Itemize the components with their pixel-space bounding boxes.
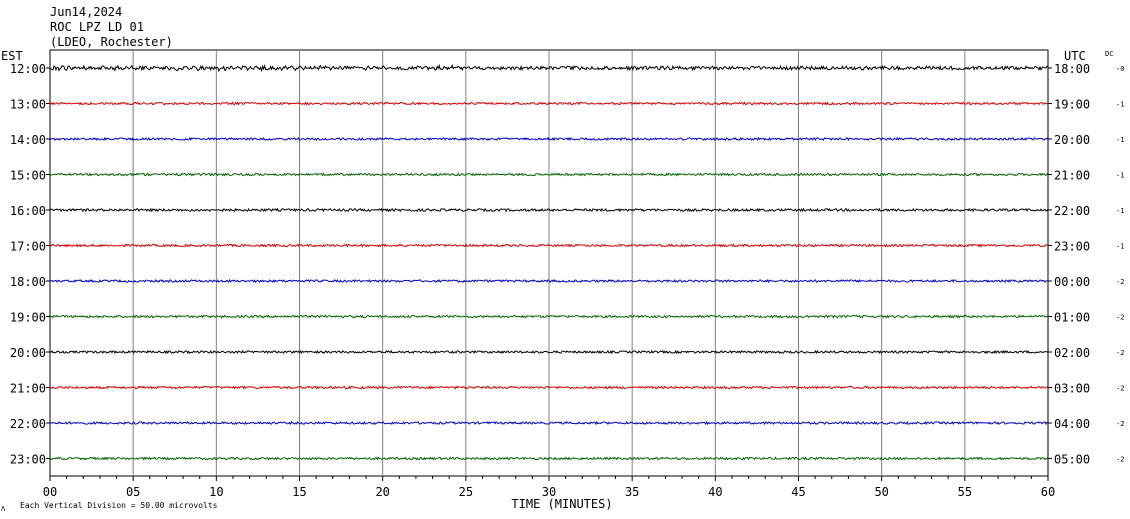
trace-9 (49, 385, 1049, 390)
trace-5 (49, 243, 1049, 248)
right-time-label-9: 03:00 (1054, 382, 1090, 396)
left-time-label-5: 17:00 (10, 240, 46, 254)
left-time-label-7: 19:00 (10, 311, 46, 325)
trace-10 (49, 420, 1049, 426)
x-tick-label-50: 50 (874, 485, 888, 499)
dc-value-3: -1 (1116, 172, 1124, 180)
x-tick-label-40: 40 (708, 485, 722, 499)
left-time-label-9: 21:00 (10, 382, 46, 396)
left-time-label-0: 12:00 (10, 62, 46, 76)
x-tick-label-00: 00 (43, 485, 57, 499)
dc-value-2: -1 (1116, 136, 1124, 144)
right-time-label-2: 20:00 (1054, 133, 1090, 147)
dc-value-7: -2 (1116, 314, 1124, 322)
right-time-label-8: 02:00 (1054, 346, 1090, 360)
right-time-label-11: 05:00 (1054, 453, 1090, 467)
right-time-label-0: 18:00 (1054, 62, 1090, 76)
trace-8 (49, 349, 1049, 355)
x-tick-label-60: 60 (1041, 485, 1055, 499)
x-tick-label-20: 20 (375, 485, 389, 499)
header-date: Jun14,2024 (50, 5, 122, 19)
right-time-label-7: 01:00 (1054, 311, 1090, 325)
x-tick-label-25: 25 (459, 485, 473, 499)
dc-label: DC (1105, 50, 1113, 58)
trace-2 (49, 136, 1049, 142)
dc-value-10: -2 (1116, 420, 1124, 428)
grid-lines (132, 50, 966, 476)
header-station: ROC LPZ LD 01 (50, 20, 144, 34)
header-location: (LDEO, Rochester) (50, 35, 173, 49)
trace-0 (49, 63, 1049, 73)
left-time-label-10: 22:00 (10, 417, 46, 431)
dc-value-6: -2 (1116, 278, 1124, 286)
left-time-label-6: 18:00 (10, 275, 46, 289)
right-time-label-5: 23:00 (1054, 240, 1090, 254)
right-time-label-4: 22:00 (1054, 204, 1090, 218)
x-axis-label: TIME (MINUTES) (511, 497, 612, 511)
dc-value-9: -2 (1116, 385, 1124, 393)
scale-mark: Λ (1, 505, 6, 513)
left-time-label-8: 20:00 (10, 346, 46, 360)
dc-value-8: -2 (1116, 349, 1124, 357)
x-tick-label-30: 30 (542, 485, 556, 499)
x-tick-label-15: 15 (292, 485, 306, 499)
dc-value-0: -0 (1116, 65, 1124, 73)
trace-3 (49, 172, 1049, 177)
right-time-label-6: 00:00 (1054, 275, 1090, 289)
x-ticks: 00 05 10 15 20 25 30 35 40 45 50 55 60 (43, 476, 1055, 499)
x-tick-label-45: 45 (791, 485, 805, 499)
x-tick-label-10: 10 (209, 485, 223, 499)
dc-value-11: -2 (1116, 456, 1124, 464)
trace-4 (49, 207, 1049, 213)
right-time-label-1: 19:00 (1054, 98, 1090, 112)
trace-6 (49, 278, 1049, 284)
left-time-label-4: 16:00 (10, 204, 46, 218)
left-time-label-3: 15:00 (10, 169, 46, 183)
dc-value-4: -1 (1116, 207, 1124, 215)
right-zone-label: UTC (1064, 49, 1086, 63)
x-tick-label-35: 35 (625, 485, 639, 499)
row-labels: 12:00 18:00 -0 13:00 19:00 -1 14:00 20:00 -1 15:0… (10, 62, 1125, 467)
dc-value-1: -1 (1116, 101, 1124, 109)
scale-note: Each Vertical Division = 50.00 microvolt… (20, 501, 218, 510)
left-time-label-1: 13:00 (10, 98, 46, 112)
left-time-label-11: 23:00 (10, 453, 46, 467)
dc-value-5: -1 (1116, 243, 1124, 251)
trace-1 (49, 101, 1049, 106)
x-tick-label-55: 55 (958, 485, 972, 499)
right-time-label-10: 04:00 (1054, 417, 1090, 431)
trace-11 (49, 456, 1049, 461)
left-time-label-2: 14:00 (10, 133, 46, 147)
right-time-label-3: 21:00 (1054, 169, 1090, 183)
left-zone-label: EST (1, 49, 23, 63)
x-tick-label-05: 05 (126, 485, 140, 499)
traces (49, 63, 1049, 461)
trace-7 (49, 314, 1049, 319)
